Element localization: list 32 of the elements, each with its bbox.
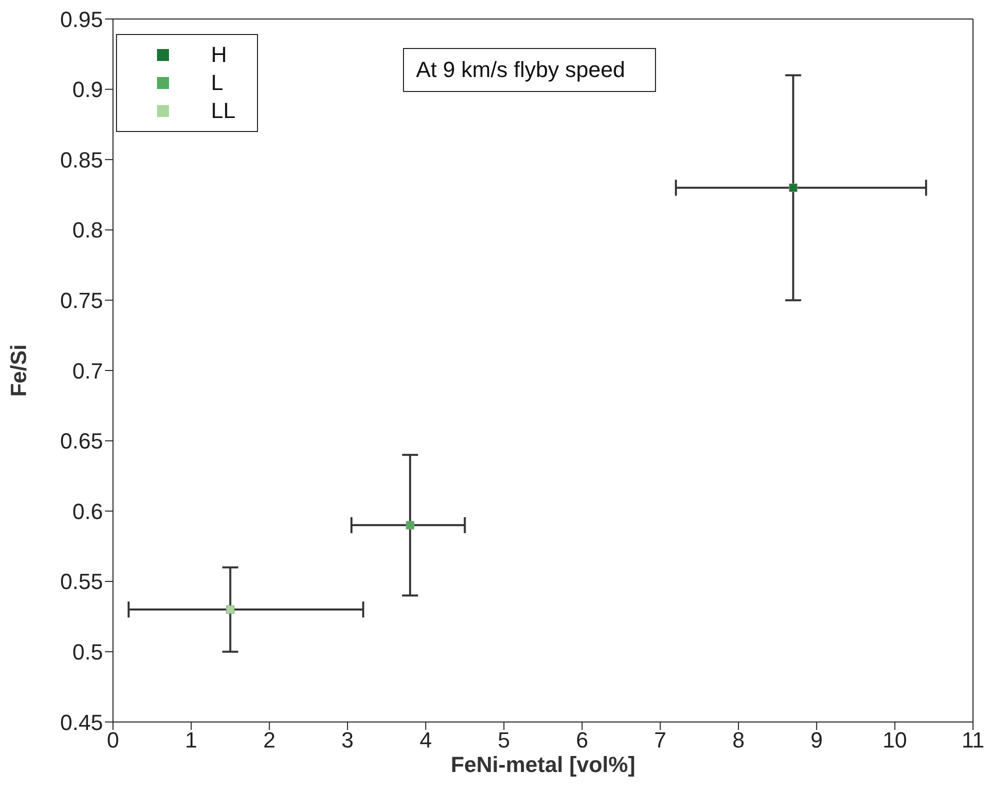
x-tick-label: 9	[810, 728, 823, 753]
y-tick-label: 0.7	[72, 358, 103, 384]
y-tick-label: 0.55	[60, 569, 103, 594]
point	[406, 520, 414, 530]
x-axis-title: FeNi-metal [vol%]	[450, 752, 636, 777]
y-tick-label: 0.8	[72, 218, 103, 243]
y-tick-label: 0.5	[72, 640, 103, 665]
x-tick-label: 1	[185, 728, 198, 753]
x-tick-label: 11	[962, 728, 984, 753]
x-tick-label: 6	[576, 728, 588, 753]
legend-label: L	[211, 69, 224, 97]
x-tick-label: 8	[732, 728, 745, 753]
x-tick-label: 4	[420, 728, 432, 753]
y-tick-label: 0.75	[60, 288, 103, 314]
legend-label: H	[211, 41, 227, 69]
y-tick-label: 0.95	[60, 6, 103, 32]
point	[788, 183, 798, 192]
x-tick-label: 10	[882, 728, 908, 753]
y-axis-title: Fe/Si	[6, 344, 31, 397]
x-tick-label: 7	[654, 728, 666, 753]
y-tick-label: 0.65	[60, 428, 103, 454]
y-tick-label: 0.6	[72, 498, 103, 524]
x-tick-label: 2	[263, 728, 276, 753]
x-tick-label: 5	[498, 728, 510, 753]
x-tick-label: 3	[341, 728, 354, 753]
y-tick-label: 0.85	[60, 147, 103, 172]
annotation: At 9 km/s flyby speed	[403, 48, 656, 92]
legend-label: LL	[211, 97, 236, 125]
y-tick-label: 0.45	[60, 710, 103, 735]
y-tick-label: 0.9	[72, 77, 103, 102]
x-tick-label: 0	[106, 728, 120, 753]
point	[226, 605, 235, 614]
